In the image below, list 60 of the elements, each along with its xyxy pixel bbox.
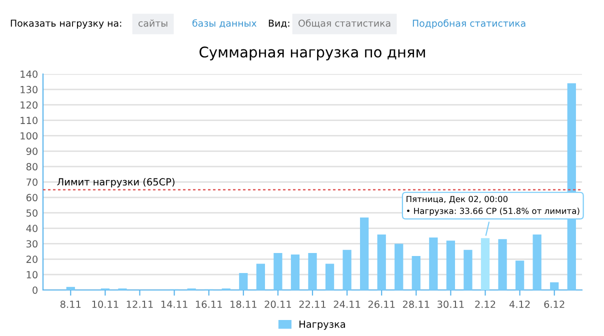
x-tick-label: 30.11	[438, 300, 464, 308]
x-tick-label: 14.11	[161, 300, 188, 308]
bar	[325, 264, 334, 290]
bar	[464, 250, 472, 290]
ref-line-label: Лимит нагрузки (65CP)	[57, 178, 174, 188]
y-tick-label: 30	[26, 240, 38, 248]
y-tick-label: 20	[26, 256, 38, 263]
text: Подробная статистика	[412, 19, 526, 29]
bar	[377, 234, 386, 290]
x-tick-label: 10.11	[92, 300, 118, 308]
y-tick-label: 130	[20, 86, 38, 94]
text: Вид:	[268, 20, 290, 28]
bar	[342, 250, 352, 290]
y-tick-label: 60	[26, 194, 38, 202]
text: Общая статистика	[298, 19, 390, 28]
x-tick-label: 24.11	[334, 300, 360, 308]
y-tick-label: 0	[32, 286, 38, 294]
x-tick-label: 4.12	[509, 300, 530, 308]
bar	[308, 252, 317, 290]
y-tick-label: 110	[20, 116, 38, 124]
chart-title: Суммарная нагрузка по дням	[200, 46, 425, 60]
bar	[256, 264, 265, 290]
bar	[550, 282, 559, 290]
bar	[66, 286, 75, 290]
y-tick-label: 40	[26, 224, 38, 232]
y-tick-label: 120	[20, 101, 38, 109]
bar	[429, 238, 438, 290]
y-tick-label: 80	[26, 163, 38, 170]
x-tick-label: 12.11	[126, 300, 153, 308]
x-tick-label: 16.11	[196, 300, 222, 308]
x-tick-label: 18.11	[230, 300, 256, 308]
y-tick-label: 10	[26, 271, 38, 278]
bar	[480, 238, 490, 290]
y-tick-label: 90	[26, 148, 38, 155]
text: базы данных	[192, 19, 256, 28]
text: Показать нагрузку на:	[10, 20, 122, 29]
bar	[290, 254, 300, 290]
x-tick-label: 22.11	[299, 300, 326, 308]
y-tick-label: 50	[26, 209, 38, 217]
bar	[360, 217, 369, 290]
bar	[394, 244, 404, 290]
x-tick-label: 20.11	[264, 300, 291, 308]
bar	[515, 260, 524, 290]
y-tick-label: 70	[26, 178, 38, 186]
y-tick-label: 100	[20, 132, 38, 140]
bar	[412, 256, 420, 290]
x-tick-label: 8.11	[60, 300, 81, 308]
y-tick-label: 140	[20, 70, 38, 78]
x-tick-label: 6.12	[544, 300, 564, 308]
bar	[446, 240, 456, 290]
x-tick-label: 26.11	[368, 300, 395, 308]
x-tick-label: 28.11	[402, 300, 430, 308]
bar	[532, 234, 542, 290]
text: сайты	[138, 19, 168, 27]
bar	[274, 252, 282, 290]
bar	[239, 273, 248, 290]
legend-label: Нагрузка	[300, 320, 345, 330]
x-tick-label: 2.12	[475, 300, 496, 308]
annotation: Пятница, Дек 02, 00:00 • Нагрузка: 33.66 CP (51.8% от лимита)	[406, 196, 580, 216]
bar	[498, 239, 507, 290]
